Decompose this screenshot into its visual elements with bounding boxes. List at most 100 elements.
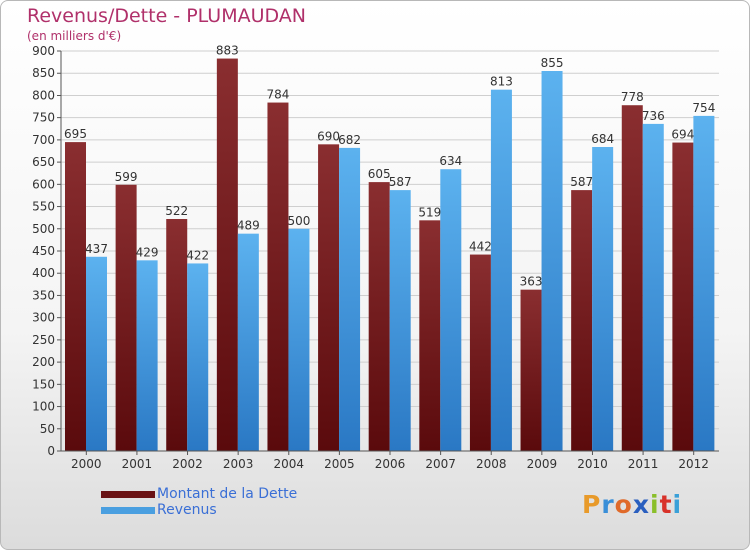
logo-letter: i xyxy=(650,490,660,519)
revenue-bar-2000 xyxy=(86,256,107,451)
revenue-value-label-2012: 754 xyxy=(692,101,715,115)
y-tick-label: 650 xyxy=(32,155,55,169)
debt-value-label-2007: 519 xyxy=(418,205,441,219)
debt-value-label-2004: 784 xyxy=(267,88,290,102)
x-tick-label: 2010 xyxy=(577,457,608,471)
x-tick-label: 2001 xyxy=(122,457,153,471)
debt-bar-2002 xyxy=(166,219,188,451)
y-tick-label: 350 xyxy=(32,288,55,302)
debt-bar-2001 xyxy=(115,184,137,451)
revenue-bar-2009 xyxy=(541,71,563,451)
revenue-bar-2005 xyxy=(339,147,361,451)
y-tick-label: 0 xyxy=(47,444,55,458)
x-tick-label: 2006 xyxy=(375,457,406,471)
revenue-bar-2012 xyxy=(693,115,715,451)
debt-value-label-2009: 363 xyxy=(520,275,543,289)
y-tick-label: 150 xyxy=(32,377,55,391)
y-tick-label: 400 xyxy=(32,266,55,280)
logo-letter: x xyxy=(632,490,650,519)
revenue-value-label-2005: 682 xyxy=(338,133,361,147)
debt-value-label-2011: 778 xyxy=(621,90,644,104)
revenue-bar-2008 xyxy=(490,89,512,452)
axes-layer: 0 50 100 150 200 250 300 350 400 450 500 550 600 650 7… xyxy=(32,44,719,471)
legend-label-revenue: Revenus xyxy=(157,502,217,518)
x-tick-label: 2004 xyxy=(273,457,304,471)
y-tick-label: 250 xyxy=(32,333,55,347)
debt-bar-2004 xyxy=(267,102,289,452)
proxiti-logo: Proxiti xyxy=(582,490,682,519)
debt-value-label-2003: 883 xyxy=(216,44,239,58)
debt-bar-2010 xyxy=(571,190,593,451)
debt-bar-2008 xyxy=(469,254,491,451)
y-tick-label: 900 xyxy=(32,44,55,58)
y-tick-label: 500 xyxy=(32,222,55,236)
y-tick-label: 550 xyxy=(32,200,55,214)
revenue-bar-2007 xyxy=(440,169,462,451)
revenue-value-label-2002: 422 xyxy=(186,248,209,262)
debt-bar-2009 xyxy=(520,289,542,451)
logo-letter: P xyxy=(582,490,602,519)
revenue-value-label-2008: 813 xyxy=(490,75,513,89)
legend: Montant de la Dette Revenus xyxy=(101,486,297,518)
legend-swatch-revenue xyxy=(101,506,155,514)
revenue-bar-2003 xyxy=(237,233,259,451)
revenue-value-label-2009: 855 xyxy=(541,56,564,70)
x-tick-label: 2011 xyxy=(628,457,659,471)
y-tick-label: 700 xyxy=(32,133,55,147)
revenue-value-label-2004: 500 xyxy=(288,214,311,228)
debt-value-label-2008: 442 xyxy=(469,240,492,254)
debt-value-label-2012: 694 xyxy=(671,128,694,142)
y-tick-label: 450 xyxy=(32,244,55,258)
debt-value-label-2006: 605 xyxy=(368,167,391,181)
legend-label-debt: Montant de la Dette xyxy=(157,486,298,502)
revenue-value-label-2011: 736 xyxy=(642,109,665,123)
x-tick-label: 2009 xyxy=(527,457,558,471)
revenue-bar-2011 xyxy=(642,123,664,451)
bars-layer xyxy=(65,58,715,452)
revenue-value-label-2001: 429 xyxy=(136,245,159,259)
x-tick-label: 2012 xyxy=(678,457,709,471)
legend-item-revenue: Revenus xyxy=(101,502,297,518)
x-tick-label: 2008 xyxy=(476,457,507,471)
y-tick-label: 200 xyxy=(32,355,55,369)
revenue-bar-2004 xyxy=(288,228,310,451)
y-tick-label: 800 xyxy=(32,88,55,102)
revenue-bar-2002 xyxy=(187,263,209,451)
y-tick-label: 100 xyxy=(32,400,55,414)
y-tick-label: 300 xyxy=(32,311,55,325)
legend-item-debt: Montant de la Dette xyxy=(101,486,297,502)
debt-bar-2000 xyxy=(65,142,86,451)
logo-letter: o xyxy=(614,490,633,519)
logo-letter: r xyxy=(601,490,615,519)
x-tick-label: 2003 xyxy=(223,457,254,471)
debt-bar-2003 xyxy=(216,58,238,452)
y-tick-label: 850 xyxy=(32,66,55,80)
revenue-value-label-2010: 684 xyxy=(591,132,614,146)
revenue-value-label-2000: 437 xyxy=(85,242,108,256)
revenue-bar-2006 xyxy=(389,190,411,451)
chart-title: Revenus/Dette - PLUMAUDAN xyxy=(27,5,307,27)
revenue-value-label-2003: 489 xyxy=(237,219,260,233)
logo-letter: t xyxy=(659,490,673,519)
x-tick-label: 2000 xyxy=(71,457,102,471)
logo-letter: i xyxy=(672,490,683,519)
legend-swatch-debt xyxy=(101,490,155,498)
revenue-value-label-2006: 587 xyxy=(389,175,412,189)
debt-value-label-2005: 690 xyxy=(317,129,340,143)
debt-bar-2011 xyxy=(621,105,643,451)
debt-value-label-2002: 522 xyxy=(165,204,188,218)
debt-bar-2007 xyxy=(419,220,441,451)
x-tick-label: 2002 xyxy=(172,457,203,471)
debt-value-label-2010: 587 xyxy=(570,175,593,189)
y-tick-label: 50 xyxy=(40,422,55,436)
revenue-bar-2010 xyxy=(592,147,614,451)
x-tick-label: 2007 xyxy=(425,457,456,471)
revenue-bar-2001 xyxy=(136,260,158,451)
debt-bar-2006 xyxy=(368,182,390,451)
debt-bar-2012 xyxy=(672,142,694,452)
debt-value-label-2001: 599 xyxy=(115,170,138,184)
debt-value-label-2000: 695 xyxy=(64,127,87,141)
chart-subtitle: (en milliers d'€) xyxy=(27,29,122,43)
